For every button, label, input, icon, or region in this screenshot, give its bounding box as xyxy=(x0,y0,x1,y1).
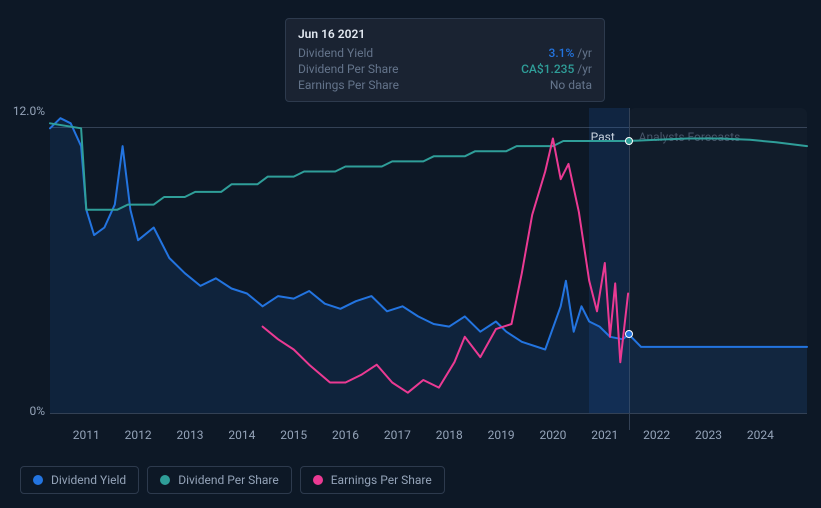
chart-tooltip: Jun 16 2021 Dividend Yield 3.1% /yr Divi… xyxy=(285,18,605,102)
tooltip-unit: /yr xyxy=(577,62,592,76)
legend-label: Dividend Per Share xyxy=(178,473,279,487)
legend-swatch xyxy=(313,475,323,485)
x-tick: 2013 xyxy=(176,428,203,442)
x-axis: 2011 2012 2013 2014 2015 2016 2017 2018 2019 2020… xyxy=(50,428,807,448)
tooltip-value: CA$1.235 xyxy=(521,62,574,76)
tooltip-value: No data xyxy=(550,78,592,92)
x-tick: 2011 xyxy=(73,428,100,442)
legend-swatch xyxy=(160,475,170,485)
series-marker xyxy=(625,330,633,338)
x-tick: 2012 xyxy=(125,428,152,442)
legend-swatch xyxy=(33,475,43,485)
x-tick: 2017 xyxy=(384,428,411,442)
y-tick-max: 12.0% xyxy=(0,104,45,118)
x-tick: 2020 xyxy=(539,428,566,442)
tooltip-label: Earnings Per Share xyxy=(298,78,399,92)
tooltip-label: Dividend Yield xyxy=(298,46,373,60)
tooltip-value: 3.1% xyxy=(549,46,575,60)
chart-legend: Dividend Yield Dividend Per Share Earnin… xyxy=(20,466,445,494)
y-tick-min: 0% xyxy=(0,404,45,418)
tooltip-label: Dividend Per Share xyxy=(298,62,399,76)
x-tick: 2019 xyxy=(488,428,515,442)
series-marker xyxy=(625,137,633,145)
tooltip-row-dps: Dividend Per Share CA$1.235 /yr xyxy=(298,61,592,77)
tooltip-row-yield: Dividend Yield 3.1% /yr xyxy=(298,45,592,61)
x-tick: 2015 xyxy=(280,428,307,442)
x-axis-line xyxy=(50,413,807,414)
x-tick: 2018 xyxy=(436,428,463,442)
tooltip-date: Jun 16 2021 xyxy=(298,27,592,41)
legend-label: Earnings Per Share xyxy=(331,473,432,487)
x-tick: 2021 xyxy=(591,428,618,442)
tooltip-row-eps: Earnings Per Share No data xyxy=(298,77,592,93)
dividend-chart: 12.0% 0% Past Analysts Forecasts 2011201… xyxy=(0,0,821,508)
chart-lines xyxy=(50,108,807,413)
x-tick: 2014 xyxy=(228,428,255,442)
legend-item-yield[interactable]: Dividend Yield xyxy=(20,466,139,494)
legend-label: Dividend Yield xyxy=(51,473,126,487)
x-tick: 2022 xyxy=(643,428,670,442)
x-tick: 2023 xyxy=(695,428,722,442)
x-tick: 2016 xyxy=(332,428,359,442)
tooltip-unit: /yr xyxy=(577,46,592,60)
legend-item-dps[interactable]: Dividend Per Share xyxy=(147,466,292,494)
legend-item-eps[interactable]: Earnings Per Share xyxy=(300,466,445,494)
x-tick: 2024 xyxy=(747,428,774,442)
